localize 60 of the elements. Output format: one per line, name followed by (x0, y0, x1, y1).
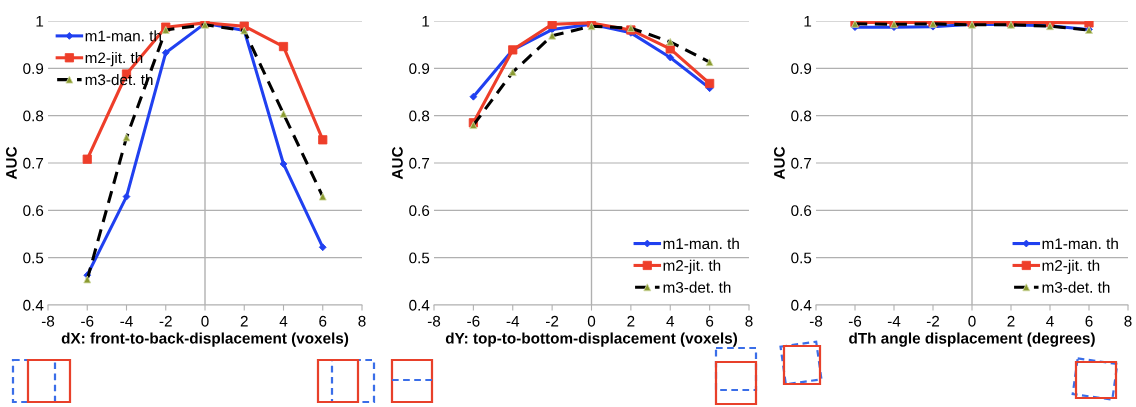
y-tick-label: 0.9 (23, 63, 44, 75)
y-tick-label: 0.5 (409, 252, 430, 264)
x-tick-label: 4 (666, 315, 675, 327)
y-tick-label: 1 (422, 16, 430, 27)
y-tick-label: 0.9 (791, 63, 812, 75)
y-tick-label: 0.8 (791, 110, 812, 122)
y-tick-label: 0.5 (791, 252, 812, 264)
legend-label: m2-jit. th (1042, 259, 1100, 274)
legend-label: m3-det. th (663, 281, 731, 293)
legend-label: m1-man. th (1042, 237, 1118, 250)
x-tick-label: 6 (1085, 315, 1093, 327)
y-tick-label: 0.8 (409, 110, 430, 122)
x-tick-label: 8 (1124, 315, 1132, 327)
y-tick-label: 0.7 (409, 157, 430, 169)
y-tick-label: 0.6 (409, 205, 430, 217)
x-tick-label: -2 (159, 315, 172, 327)
y-tick-label: 0.9 (409, 63, 430, 75)
x-tick-label: -8 (41, 315, 55, 327)
x-tick-label: -6 (848, 315, 862, 327)
x-axis-title: dY: top-to-bottom-displacement (voxels) (445, 332, 738, 347)
x-tick-label: -4 (887, 315, 901, 327)
y-tick-label: 0.5 (23, 252, 44, 264)
x-tick-label: 6 (319, 315, 327, 327)
x-tick-label: 4 (279, 315, 288, 327)
x-tick-label: 2 (240, 315, 248, 327)
x-tick-label: 4 (1046, 315, 1054, 327)
x-tick-label: 2 (1007, 315, 1015, 327)
x-tick-label: -2 (926, 315, 940, 327)
legend-label: m2-jit. th (663, 259, 721, 274)
y-axis-title: AUC (773, 146, 785, 180)
x-axis-title: dX: front-to-back-displacement (voxels) (61, 332, 349, 347)
x-tick-label: -2 (546, 315, 559, 327)
y-tick-label: 1 (36, 16, 44, 27)
x-tick-label: -4 (120, 315, 133, 327)
y-tick-label: 0.4 (23, 299, 44, 311)
x-tick-label: -8 (809, 315, 823, 327)
legend-label: m3-det. th (1042, 281, 1110, 293)
x-tick-label: 0 (968, 315, 976, 327)
y-tick-label: 0.4 (791, 299, 812, 311)
x-tick-label: -6 (467, 315, 480, 327)
x-axis-title: dTh angle displacement (degrees) (849, 332, 1095, 347)
y-tick-label: 0.7 (791, 157, 812, 169)
y-tick-label: 0.7 (23, 157, 44, 169)
x-tick-label: 8 (745, 315, 753, 327)
x-tick-label: -4 (506, 315, 520, 327)
legend-label: m1-man. th (663, 237, 739, 250)
x-tick-label: 2 (627, 315, 635, 327)
x-tick-label: 0 (587, 315, 596, 327)
x-tick-label: 6 (706, 315, 714, 327)
x-tick-label: -8 (427, 315, 441, 327)
x-tick-label: 0 (201, 315, 209, 327)
y-axis-title: AUC (391, 146, 403, 180)
x-tick-label: 8 (358, 315, 366, 327)
y-tick-label: 0.8 (23, 110, 44, 122)
y-tick-label: 0.6 (791, 205, 812, 217)
y-tick-label: 0.6 (23, 205, 44, 217)
x-tick-label: -6 (81, 315, 94, 327)
y-tick-label: 1 (804, 16, 812, 27)
y-tick-label: 0.4 (409, 299, 430, 311)
y-axis-title: AUC (5, 146, 17, 180)
